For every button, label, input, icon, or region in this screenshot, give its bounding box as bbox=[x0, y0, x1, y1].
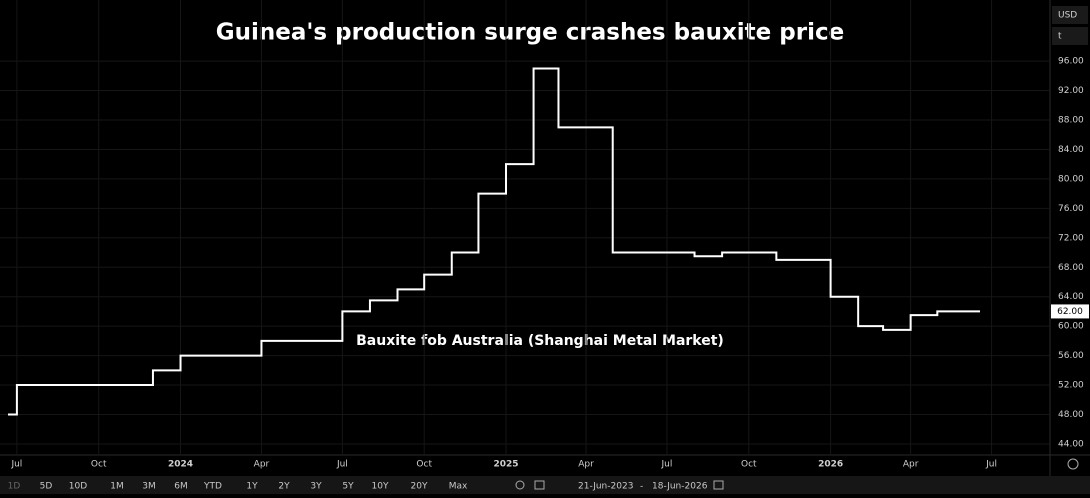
settings-icon[interactable] bbox=[515, 480, 525, 490]
y-tick-label: 84.00 bbox=[1058, 145, 1084, 155]
last-value-label: 62.00 bbox=[1057, 307, 1083, 317]
x-tick-label: Jul bbox=[661, 460, 673, 470]
range-button[interactable]: 2Y bbox=[278, 482, 290, 492]
settings-icon[interactable] bbox=[1067, 458, 1079, 470]
range-button[interactable]: 5Y bbox=[342, 482, 354, 492]
y-tick-label: 80.00 bbox=[1058, 174, 1084, 184]
currency-select[interactable] bbox=[1052, 6, 1088, 24]
x-tick-label: Jul bbox=[10, 460, 22, 470]
y-tick-label: 52.00 bbox=[1058, 381, 1084, 391]
y-tick-label: 60.00 bbox=[1058, 322, 1084, 332]
x-tick-label: Oct bbox=[91, 460, 107, 470]
date-from[interactable]: 21-Jun-2023 bbox=[578, 482, 633, 492]
y-tick-label: 72.00 bbox=[1058, 233, 1084, 243]
y-tick-label: 64.00 bbox=[1058, 292, 1084, 302]
range-button[interactable]: 10D bbox=[69, 482, 87, 492]
chart-title: Guinea's production surge crashes bauxit… bbox=[216, 20, 844, 46]
y-tick-label: 48.00 bbox=[1058, 410, 1084, 420]
range-button[interactable]: 20Y bbox=[411, 482, 428, 492]
range-button[interactable]: 1M bbox=[110, 482, 124, 492]
x-tick-label: Apr bbox=[578, 460, 594, 470]
annotation: Bauxite fob Australia (Shanghai Metal Ma… bbox=[356, 333, 724, 349]
y-tick-label: 68.00 bbox=[1058, 263, 1084, 273]
y-tick-label: 88.00 bbox=[1058, 116, 1084, 126]
x-tick-label: 2026 bbox=[818, 460, 843, 470]
y-tick-label: 92.00 bbox=[1058, 86, 1084, 96]
y-tick-label: 96.00 bbox=[1058, 57, 1084, 67]
x-tick-label: 2024 bbox=[168, 460, 193, 470]
date-to[interactable]: 18-Jun-2026 bbox=[652, 482, 708, 492]
range-button[interactable]: YTD bbox=[203, 482, 222, 492]
range-button[interactable]: 10Y bbox=[372, 482, 389, 492]
currency[interactable]: USD bbox=[1058, 11, 1077, 21]
date-sep: - bbox=[640, 482, 643, 492]
range-button[interactable]: 3Y bbox=[310, 482, 322, 492]
range-button[interactable]: 1D bbox=[8, 482, 21, 492]
x-tick-label: Oct bbox=[416, 460, 432, 470]
range-button[interactable]: 1Y bbox=[246, 482, 258, 492]
range-button[interactable]: 5D bbox=[40, 482, 53, 492]
compare-icon[interactable] bbox=[534, 480, 545, 490]
x-tick-label: Jul bbox=[985, 460, 997, 470]
range-button[interactable]: 6M bbox=[174, 482, 188, 492]
last-value-badge bbox=[1051, 304, 1089, 319]
x-tick-label: Oct bbox=[741, 460, 757, 470]
x-tick-label: Apr bbox=[254, 460, 270, 470]
x-tick-label: Apr bbox=[903, 460, 919, 470]
y-tick-label: 44.00 bbox=[1058, 439, 1084, 449]
price-line bbox=[8, 67, 980, 416]
unit-select[interactable] bbox=[1052, 27, 1088, 45]
range-button[interactable]: 3M bbox=[142, 482, 156, 492]
y-tick-label: 76.00 bbox=[1058, 204, 1084, 214]
x-tick-label: Jul bbox=[336, 460, 348, 470]
y-tick-label: 56.00 bbox=[1058, 351, 1084, 361]
calendar-icon[interactable] bbox=[713, 480, 724, 490]
x-tick-label: 2025 bbox=[493, 460, 518, 470]
unit[interactable]: t bbox=[1058, 32, 1062, 42]
range-button[interactable]: Max bbox=[449, 482, 468, 492]
toolbar-bg bbox=[0, 476, 1090, 494]
